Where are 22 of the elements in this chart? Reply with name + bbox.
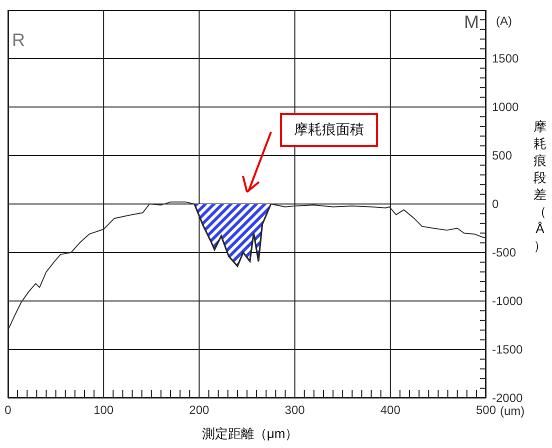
x-tick-label: 300 bbox=[284, 403, 306, 417]
text: (um) bbox=[500, 404, 525, 418]
annotation: M bbox=[464, 12, 479, 33]
y-tick-label: 500 bbox=[492, 148, 512, 162]
y-tick-label: 0 bbox=[492, 197, 499, 211]
y-tick-label: -500 bbox=[492, 246, 516, 260]
line-series bbox=[8, 202, 486, 331]
y-tick-label: 1500 bbox=[492, 52, 520, 66]
annotation: 摩耗痕面積 bbox=[280, 113, 378, 147]
x-tick-label: 400 bbox=[380, 403, 401, 417]
text: (A) bbox=[496, 14, 512, 28]
x-tick-label: 200 bbox=[189, 403, 210, 417]
x-tick-label: 0 bbox=[4, 403, 12, 417]
x-tick-label: 500 bbox=[476, 403, 496, 417]
y-tick-label: -1000 bbox=[492, 294, 524, 308]
y-tick-label: -1500 bbox=[492, 342, 524, 356]
y-axis-title: 摩耗痕段差（Å） bbox=[532, 118, 548, 254]
y-tick-label: -2000 bbox=[492, 391, 524, 405]
annotation: R bbox=[12, 30, 25, 51]
x-axis-title: 測定距離（μm） bbox=[200, 425, 300, 443]
y-tick-label: 1000 bbox=[492, 100, 520, 114]
x-tick-label: 100 bbox=[94, 403, 114, 417]
